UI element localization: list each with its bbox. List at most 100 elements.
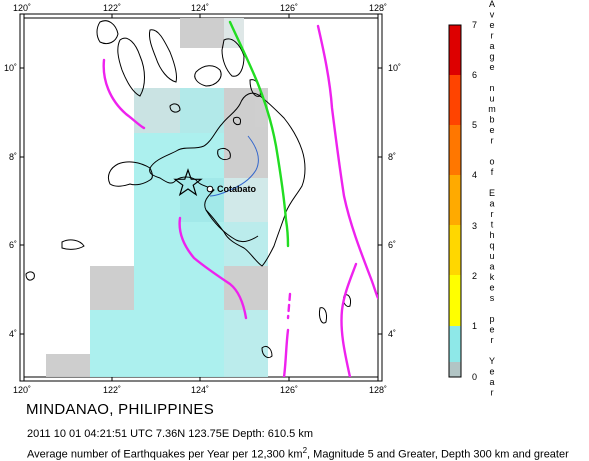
legend-title-letter: E: [489, 188, 495, 198]
legend-band-5: [449, 75, 461, 125]
coastlines: [25, 20, 351, 359]
legend-title-letter: t: [491, 220, 494, 230]
lat-tick-label: 4˚: [9, 329, 17, 339]
lon-tick-label: 120˚: [13, 3, 31, 13]
basilan-coast: [61, 239, 85, 250]
lon-tick-label: 128˚: [369, 3, 387, 13]
legend-band-3: [449, 175, 461, 225]
legend-title-letter: e: [489, 62, 494, 72]
lon-tick-label: 122˚: [103, 3, 121, 13]
trenches: [102, 24, 378, 377]
legend-band-2: [449, 225, 461, 275]
description-sup: 2: [302, 446, 308, 455]
lon-tick-label: 128˚: [369, 385, 387, 395]
event-info: 2011 10 01 04:21:51 UTC 7.36N 123.75E De…: [27, 428, 313, 440]
sangihe-trench: [282, 328, 290, 377]
description-prefix: Average number of Earthquakes per Year p…: [27, 448, 303, 461]
lat-tick-label: 4˚: [388, 329, 396, 339]
leyte-coast: [221, 38, 245, 77]
lake-lanao-coast: [217, 147, 231, 161]
negros-coast: [117, 37, 145, 97]
panay-coast: [96, 20, 119, 45]
legend-title-letter: r: [491, 209, 494, 219]
lon-tick-label: 120˚: [13, 385, 31, 395]
legend-title-letter: a: [489, 377, 494, 387]
legend-tick-label: 0: [472, 372, 477, 382]
cotabato-trench: [178, 216, 248, 320]
legend-title-letter: f: [491, 167, 494, 177]
camiguin-coast: [233, 116, 241, 125]
philippine-trench: [316, 24, 378, 300]
sangihe-trench-dash: [286, 292, 292, 320]
rivers: [209, 135, 259, 197]
lat-tick-label: 8˚: [9, 152, 17, 162]
legend-colorbar: [448, 24, 462, 378]
legend-band-4: [449, 125, 461, 175]
legend-title-letter: a: [489, 199, 494, 209]
cebu-coast: [149, 29, 177, 83]
city-label: Cotabato: [217, 184, 256, 194]
legend-title-letter: k: [490, 272, 495, 282]
legend-title-letter: p: [489, 314, 494, 324]
legend-title-letter: r: [491, 31, 494, 41]
legend-title-letter: v: [490, 10, 495, 20]
legend-tick-label: 7: [472, 20, 477, 30]
sulu-coast: [25, 271, 35, 281]
legend-title-letter: a: [489, 41, 494, 51]
legend-title-letter: r: [491, 136, 494, 146]
lon-tick-label: 126˚: [280, 3, 298, 13]
moro-gulf-coast: [205, 209, 259, 243]
legend-title-letter: e: [489, 283, 494, 293]
legend-tick-label: 4: [472, 170, 477, 180]
lat-labels-left: 4˚ 6˚ 8˚ 10˚: [4, 63, 17, 339]
lat-tick-label: 10˚: [4, 63, 17, 73]
legend-title-letter: r: [491, 388, 494, 398]
legend-title-letter: e: [489, 325, 494, 335]
seismicity-grid: [46, 18, 268, 377]
mindanao-coast: [149, 92, 306, 267]
legend-title-letter: q: [489, 241, 494, 251]
legend-title-letter: h: [489, 230, 494, 240]
legend-title-letter: n: [489, 83, 494, 93]
lat-tick-label: 8˚: [388, 152, 396, 162]
legend-ticks: 0 1 2 3 4 5 6 7: [472, 20, 477, 382]
legend-title-letter: o: [489, 157, 494, 167]
legend-tick-label: 6: [472, 70, 477, 80]
legend-band-6: [449, 25, 461, 75]
legend-title-letter: a: [489, 262, 494, 272]
lat-tick-label: 6˚: [9, 240, 17, 250]
lon-tick-label: 126˚: [280, 385, 298, 395]
legend-title-letter: Y: [489, 356, 495, 366]
description: Average number of Earthquakes per Year p…: [27, 446, 569, 461]
legend-title-letter: s: [490, 293, 495, 303]
city-marker: Cotabato: [206, 184, 256, 194]
lat-tick-label: 6˚: [388, 240, 396, 250]
star-icon: [173, 168, 203, 197]
mindanao-river: [209, 135, 259, 197]
negros-trench: [102, 58, 146, 130]
legend-title-letter: b: [489, 115, 494, 125]
dinagat-coast: [249, 79, 261, 97]
lat-tick-label: 10˚: [388, 63, 401, 73]
legend-tick-label: 1: [472, 321, 477, 331]
legend-title-letter: u: [489, 94, 494, 104]
legend-title-letter: m: [488, 104, 496, 114]
lon-labels-top: 120˚ 122˚ 124˚ 126˚ 128˚: [13, 3, 387, 13]
sarangani-coast: [261, 345, 273, 359]
legend-title-letter: e: [489, 367, 494, 377]
legend-title-letter: g: [489, 52, 494, 62]
lon-tick-label: 124˚: [191, 3, 209, 13]
legend-tick-label: 3: [472, 221, 477, 231]
lon-tick-label: 124˚: [191, 385, 209, 395]
faults: [228, 20, 290, 248]
legend-tick-label: 5: [472, 120, 477, 130]
description-suffix: , Magnitude 5 and Greater, Depth 300 km …: [307, 448, 569, 461]
legend-tick-label: 2: [472, 271, 477, 281]
zamboanga-coast: [107, 161, 153, 187]
bohol-coast: [194, 65, 222, 87]
legend-title-letter: r: [491, 335, 494, 345]
siquijor-coast: [169, 103, 181, 113]
legend-title-letter: e: [489, 20, 494, 30]
